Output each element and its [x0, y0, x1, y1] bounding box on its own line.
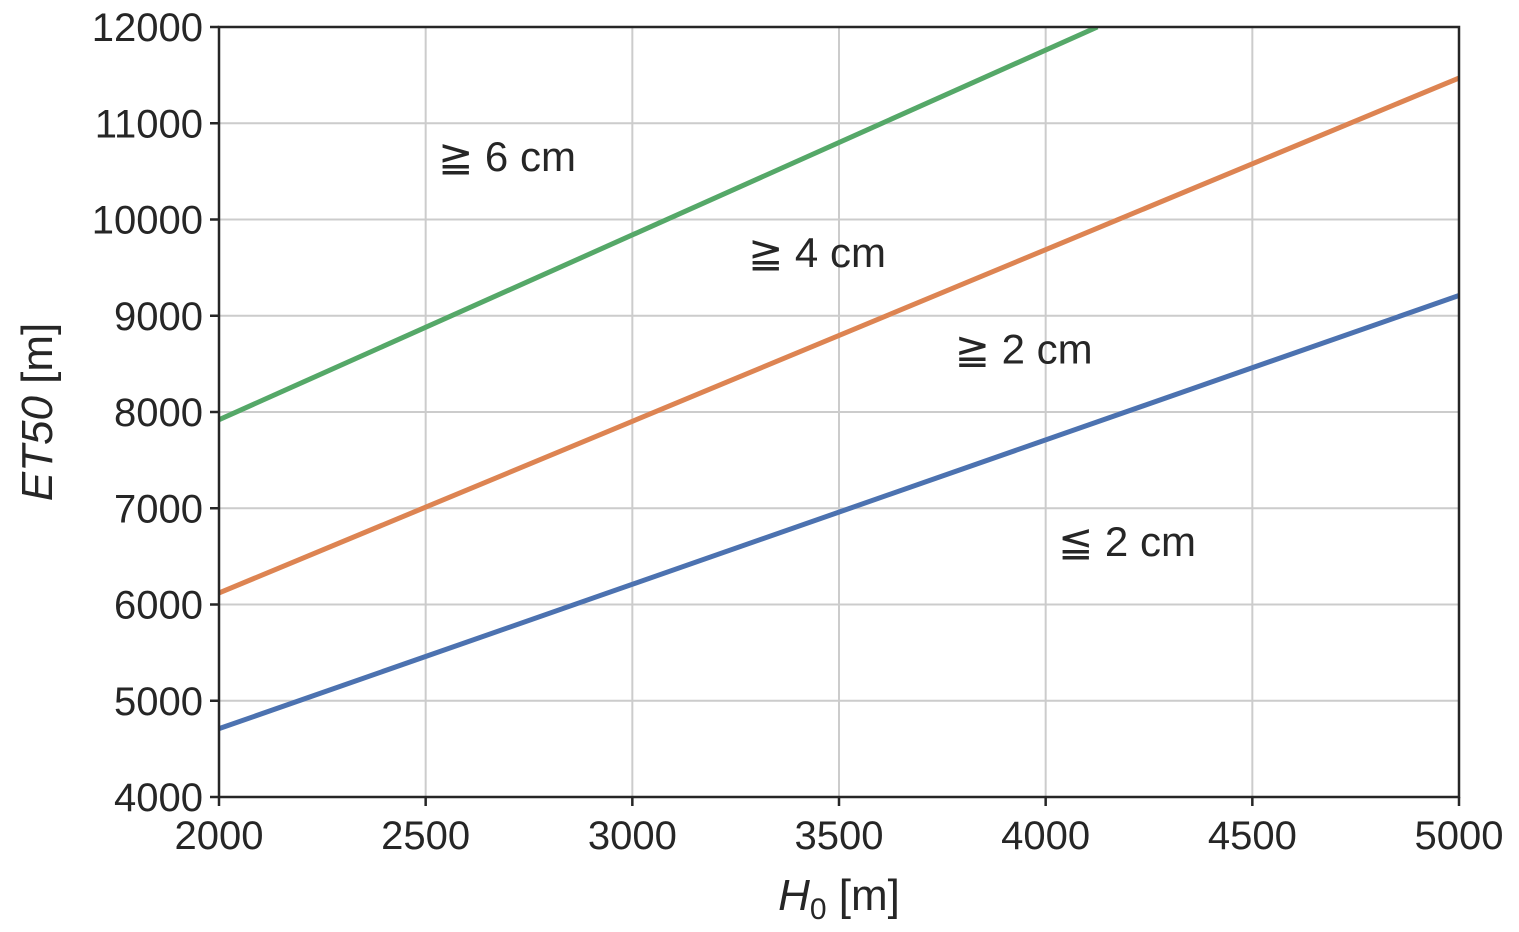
x-axis-label-subscript: 0: [810, 893, 827, 926]
x-axis-label-main: H: [778, 871, 810, 920]
region-annotation: ≧ 6 cm: [438, 133, 576, 180]
x-tick-label: 2000: [175, 814, 264, 858]
x-tick-label: 2500: [381, 814, 470, 858]
y-tick-label: 9000: [114, 295, 203, 339]
y-tick-label: 5000: [114, 680, 203, 724]
y-axis-label: ET50 [m]: [13, 323, 62, 502]
y-tick-label: 6000: [114, 584, 203, 628]
series-lines: [219, 27, 1459, 732]
y-tick-label: 12000: [92, 6, 203, 50]
x-tick-label: 4000: [1001, 814, 1090, 858]
grid-lines: [219, 27, 1459, 797]
region-annotation: ≦ 2 cm: [1058, 518, 1196, 565]
x-axis-label: H0 [m]: [778, 871, 900, 926]
axis-ticks: 2000 2500 3000 3500 4000 4500 5000 4000 5000 6000…: [92, 6, 1504, 858]
series-line-3: [219, 27, 1099, 422]
series-line-2: [219, 75, 1459, 596]
y-axis-label-main: ET50: [13, 396, 62, 502]
series-line-1: [219, 293, 1459, 732]
y-tick-label: 10000: [92, 199, 203, 243]
annotations: ≧ 6 cm ≧ 4 cm ≧ 2 cm ≦ 2 cm: [438, 133, 1196, 565]
x-axis-label-unit: [m]: [827, 871, 900, 920]
x-tick-label: 3000: [588, 814, 677, 858]
y-tick-label: 11000: [95, 102, 203, 146]
y-tick-label: 8000: [114, 391, 203, 435]
x-tick-label: 5000: [1415, 814, 1504, 858]
region-annotation: ≧ 2 cm: [955, 325, 1093, 372]
y-tick-label: 4000: [114, 776, 203, 820]
x-tick-label: 4500: [1208, 814, 1297, 858]
region-annotation: ≧ 4 cm: [748, 229, 886, 276]
y-axis-label-unit: [m]: [13, 323, 62, 396]
y-tick-label: 7000: [114, 487, 203, 531]
x-tick-label: 3500: [795, 814, 884, 858]
